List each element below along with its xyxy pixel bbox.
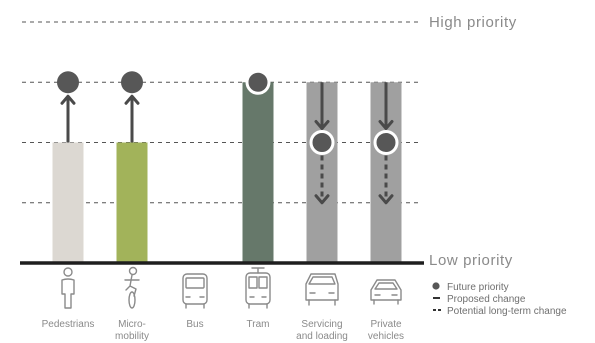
car-icon [370, 279, 402, 305]
tram-icon [245, 267, 271, 309]
category-label-private-vehicles: Private [370, 319, 402, 330]
category-label-bus: Bus [186, 319, 203, 330]
arrow-head-servicing-and-loading [314, 120, 330, 130]
category-label-tram: Tram [247, 319, 270, 330]
low-priority-label: Low priority [429, 252, 513, 269]
category-label-micromobility: Micro- [118, 319, 146, 330]
bars [52, 82, 402, 263]
category-label-servicing-and-loading: Servicing [301, 319, 342, 330]
future-priority-markers [57, 69, 399, 155]
category-label-servicing-and-loading-line2: and loading [296, 331, 348, 342]
future-marker-tram [245, 69, 271, 95]
bar-micromobility [116, 142, 148, 263]
legend-symbol-future-priority [432, 282, 440, 290]
high-priority-label: High priority [429, 14, 517, 31]
category-label-private-vehicles-line2: vehicles [368, 331, 404, 342]
legend-label-potential-long-term-change: Potential long-term change [447, 306, 567, 317]
change-arrows [60, 82, 394, 205]
bar-pedestrians [52, 142, 84, 263]
arrow-head-micromobility [124, 94, 140, 105]
cyclist-icon [124, 266, 140, 309]
arrow-head-pedestrians [60, 94, 76, 105]
pedestrian-icon [61, 267, 75, 309]
legend-label-future-priority: Future priority [447, 282, 509, 293]
category-labels: Pedestrians Micro-mobility Bus Tram Servicin… [42, 319, 404, 342]
gridlines [22, 21, 422, 204]
category-label-pedestrians: Pedestrians [42, 319, 95, 330]
future-marker-micromobility [121, 71, 143, 94]
legend-label-proposed-change: Proposed change [447, 294, 526, 305]
category-label-micromobility-line2: mobility [115, 331, 149, 342]
arrow-head-private-vehicles [378, 120, 394, 130]
future-marker-pedestrians [57, 71, 79, 94]
mode-icons [61, 266, 402, 309]
long-term-arrow-head-private-vehicles [378, 194, 394, 205]
bus-icon [182, 273, 208, 309]
future-marker-servicing-and-loading [309, 130, 335, 155]
future-marker-private-vehicles [373, 130, 399, 155]
bar-tram [242, 82, 274, 263]
long-term-arrow-head-servicing-and-loading [314, 194, 330, 205]
van-icon [305, 273, 339, 306]
